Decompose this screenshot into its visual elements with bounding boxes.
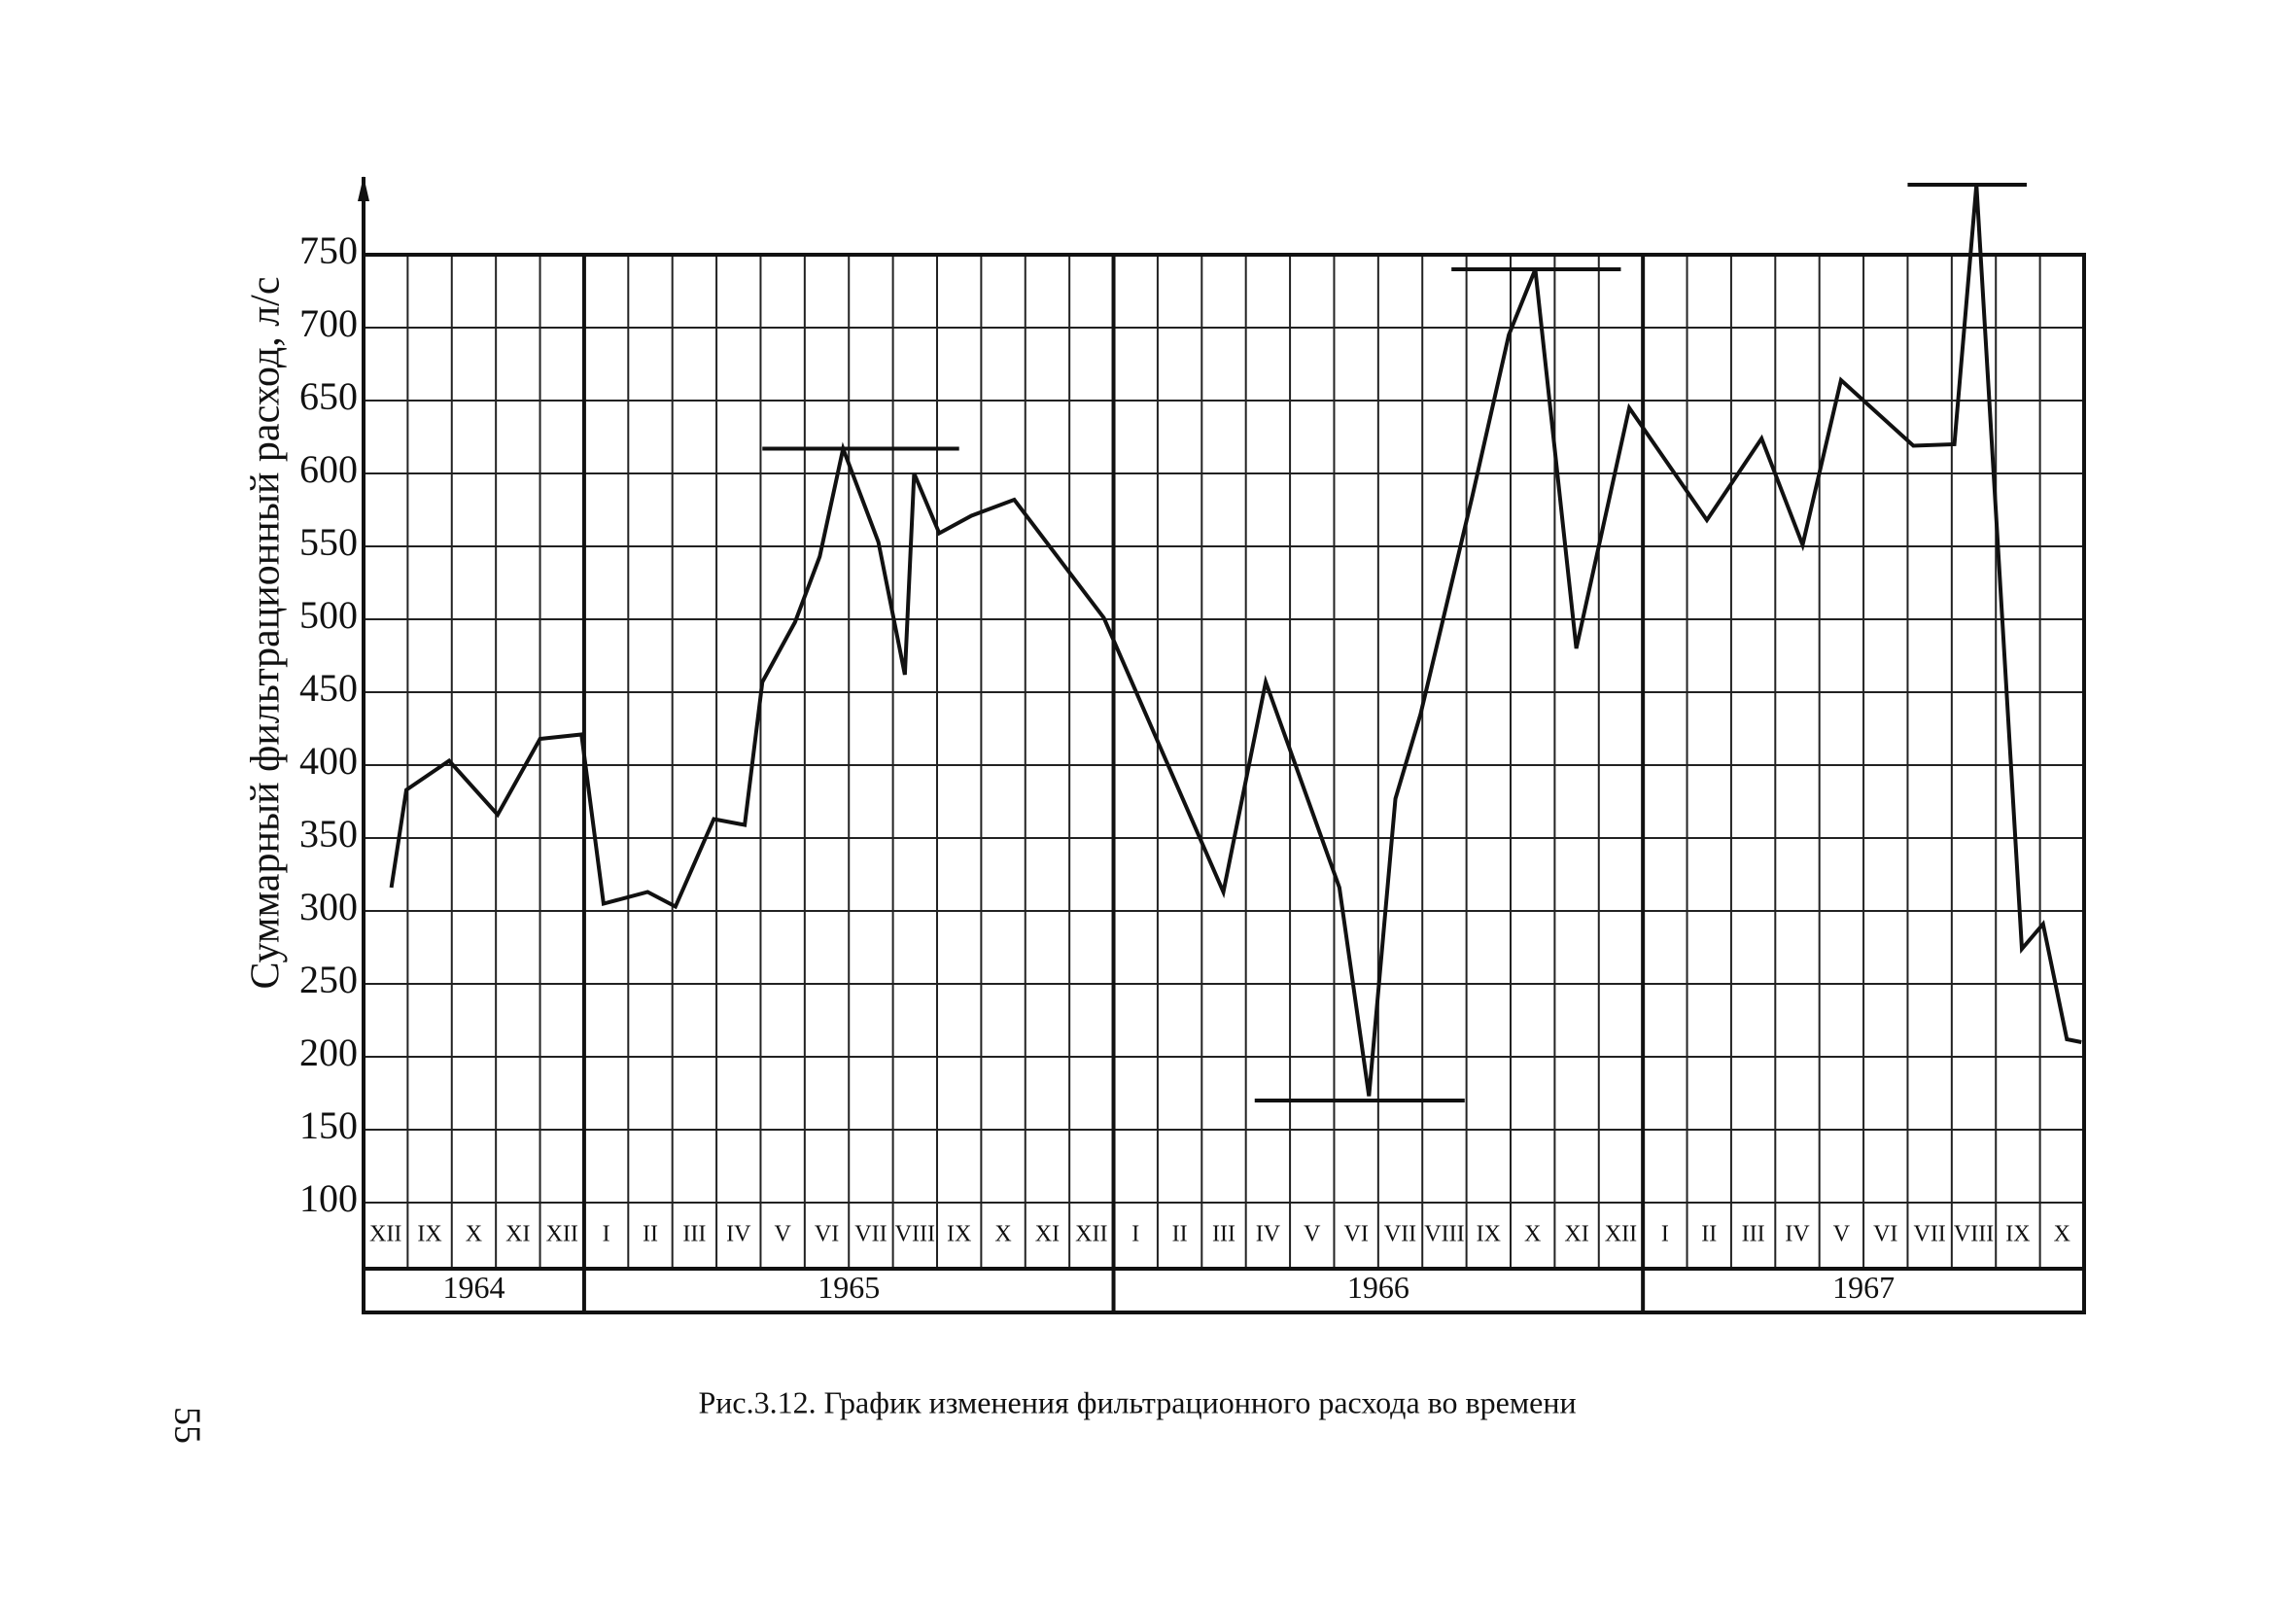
x-tick-label: X xyxy=(994,1222,1011,1247)
x-tick-label: IV xyxy=(726,1222,751,1247)
x-tick-label: IX xyxy=(417,1222,441,1247)
x-tick-label: III xyxy=(1212,1222,1235,1247)
caption: Рис.3.12. График изменения фильтрационно… xyxy=(698,1384,1576,1419)
plot-frame xyxy=(362,253,2086,1314)
x-tick-label: V xyxy=(1304,1222,1321,1247)
x-tick-label: I xyxy=(1661,1222,1669,1247)
page-number: 55 xyxy=(166,1407,207,1444)
year-label: 1966 xyxy=(1347,1270,1409,1305)
x-tick-label: VI xyxy=(1873,1222,1897,1247)
x-tick-label: V xyxy=(1833,1222,1851,1247)
x-tick-label: VII xyxy=(1384,1222,1416,1247)
x-tick-label: XII xyxy=(1605,1222,1637,1247)
data-line xyxy=(389,184,2082,1097)
x-tick-label: X xyxy=(466,1222,482,1247)
y-tick-label: 600 xyxy=(299,447,358,491)
x-tick-label: VII xyxy=(1913,1222,1945,1247)
x-tick-label: II xyxy=(1701,1222,1717,1247)
x-tick-label: V xyxy=(774,1222,791,1247)
x-tick-label: IX xyxy=(947,1222,971,1247)
x-tick-label: XII xyxy=(1075,1222,1107,1247)
x-tick-label: XII xyxy=(546,1222,578,1247)
y-tick-label: 300 xyxy=(299,885,358,928)
x-tick-label: X xyxy=(2054,1222,2070,1247)
y-tick-label: 250 xyxy=(299,958,358,1001)
year-label: 1967 xyxy=(1832,1270,1895,1305)
y-tick-label: 400 xyxy=(299,739,358,783)
x-tick-label: IV xyxy=(1256,1222,1281,1247)
y-tick-label: 200 xyxy=(299,1031,358,1074)
x-tick-label: I xyxy=(1131,1222,1139,1247)
axis-arrow xyxy=(358,176,369,201)
x-tick-label: III xyxy=(1742,1222,1765,1247)
x-tick-label: IX xyxy=(1477,1222,1501,1247)
y-tick-label: 500 xyxy=(299,593,358,637)
x-tick-label: II xyxy=(643,1222,658,1247)
x-tick-label: VIII xyxy=(895,1222,935,1247)
x-tick-label: VII xyxy=(854,1222,887,1247)
x-tick-label: VIII xyxy=(1424,1222,1464,1247)
x-tick-label: I xyxy=(603,1222,610,1247)
x-tick-label: III xyxy=(682,1222,706,1247)
y-tick-label: 550 xyxy=(299,520,358,564)
y-tick-label: 150 xyxy=(299,1103,358,1147)
x-tick-label: XI xyxy=(1035,1222,1060,1247)
x-tick-label: X xyxy=(1524,1222,1541,1247)
x-tick-label: II xyxy=(1172,1222,1188,1247)
year-label: 1964 xyxy=(442,1270,504,1305)
y-axis-label: Суммарный фильтрационный расход, л/с xyxy=(244,277,289,990)
y-tick-label: 450 xyxy=(299,666,358,710)
y-tick-label: 350 xyxy=(299,812,358,856)
x-tick-label: XI xyxy=(1564,1222,1588,1247)
y-tick-label: 100 xyxy=(299,1176,358,1220)
y-tick-label: 650 xyxy=(299,374,358,418)
y-tick-label: 750 xyxy=(299,228,358,272)
year-label: 1965 xyxy=(818,1270,880,1305)
x-tick-label: VI xyxy=(1343,1222,1368,1247)
x-tick-label: VI xyxy=(815,1222,839,1247)
x-tick-label: IV xyxy=(1785,1222,1810,1247)
x-tick-label: XII xyxy=(369,1222,401,1247)
y-tick-label: 700 xyxy=(299,301,358,345)
x-tick-label: IX xyxy=(2005,1222,2030,1247)
x-tick-label: VIII xyxy=(1954,1222,1994,1247)
x-tick-label: XI xyxy=(505,1222,530,1247)
